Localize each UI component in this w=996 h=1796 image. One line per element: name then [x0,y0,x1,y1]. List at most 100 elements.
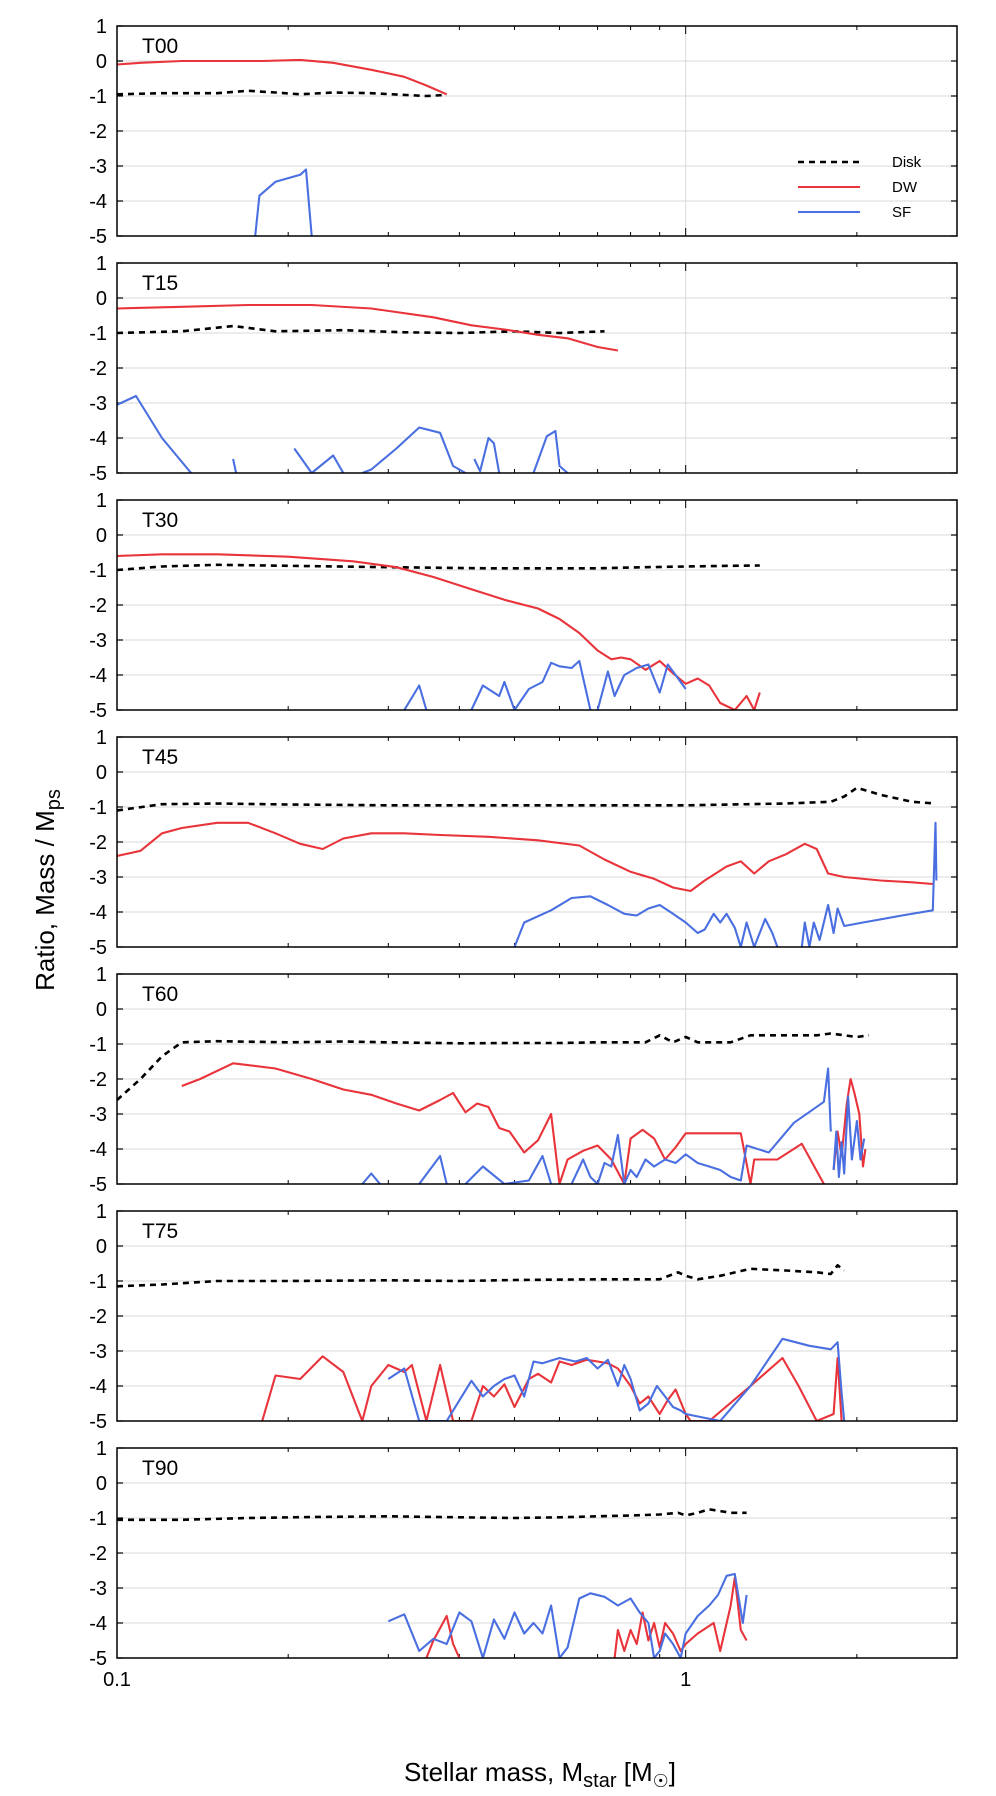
legend-label-sf: SF [892,204,911,221]
y-axis-title-subscript: ps [43,789,65,810]
y-tick-label: -3 [89,156,107,178]
panel-label: T30 [142,509,178,532]
series-line-sf [254,168,313,236]
series-line-dw [117,303,619,352]
x-tick-label: 1 [680,1669,691,1691]
panel-label: T75 [142,1220,178,1243]
panel-series-group [117,1508,748,1658]
series-line-sf [464,1154,553,1184]
y-tick-label: -2 [89,1069,107,1091]
y-tick-label: -2 [89,595,107,617]
panel-t75: 1 0 -1 -2 -3 -4 -5 T75 [89,1201,958,1433]
panel-frame [116,1210,958,1422]
y-tick-label: -1 [89,323,107,345]
y-tick-label: -4 [89,1139,107,1161]
y-tick-label: -5 [89,1174,107,1196]
x-axis-title-subscript: star [583,1770,617,1792]
series-line-disk [117,89,447,98]
y-tick-label: -2 [89,832,107,854]
panel-frame [116,973,958,1185]
panel-frame [116,25,958,237]
y-tick-label: -3 [89,1341,107,1363]
panel-label: T00 [142,35,178,58]
series-line-sf [361,426,467,473]
panel-frame [116,499,958,711]
y-tick-label: -5 [89,226,107,248]
series-line-sf [117,394,192,473]
y-tick-label: 0 [96,999,107,1021]
y-tick-label: -5 [89,1648,107,1670]
y-tick-label: -3 [89,1578,107,1600]
series-line-sf [470,659,592,710]
panel-t90: 1 0 -1 -2 -3 -4 -5 T90 0.1 1 [89,1438,958,1691]
panel-series-group [117,303,619,473]
series-line-dw [117,553,761,710]
x-axis-title-unit: [M [624,1757,653,1787]
series-line-dw [613,1576,748,1658]
y-tick-label: -4 [89,1376,107,1398]
y-tick-label: -2 [89,1543,107,1565]
series-line-dw [117,821,933,893]
y-tick-label: -2 [89,1306,107,1328]
series-line-sf [361,1172,381,1184]
y-tick-label: -4 [89,191,107,213]
chart-panels: 1 0 -1 -2 -3 -4 -5 T00 Disk DW SF 1 0 -1 -2 -3 -4 -5 T15 1 0… [89,16,958,1691]
panel-frame [116,262,958,474]
y-tick-label: -2 [89,358,107,380]
series-line-sf [532,429,569,473]
y-tick-label: -4 [89,428,107,450]
y-axis-title: Ratio, Mass / Mps [30,789,65,991]
y-tick-label: -1 [89,1034,107,1056]
series-line-sf [293,447,345,473]
y-tick-label: 0 [96,1236,107,1258]
x-axis-title-unit-subscript: ☉ [653,1771,669,1791]
panel-frame [116,736,958,948]
y-tick-label: 0 [96,51,107,73]
series-line-disk [117,1264,846,1288]
series-line-dw [117,58,448,96]
series-line-disk [117,563,760,572]
y-tick-label: -2 [89,121,107,143]
series-line-disk [117,1032,870,1101]
y-tick-label: 0 [96,1473,107,1495]
y-tick-label: 1 [96,964,107,986]
series-line-dw [181,1062,825,1184]
panel-t30: 1 0 -1 -2 -3 -4 -5 T30 [89,490,958,722]
y-tick-label: 0 [96,762,107,784]
series-line-disk [117,786,936,812]
x-axis-title: Stellar mass, Mstar [M☉] [404,1757,676,1792]
panel-label: T60 [142,983,178,1006]
panel-series-group [117,58,448,236]
y-tick-label: -3 [89,630,107,652]
y-tick-label: -5 [89,700,107,722]
y-tick-label: -3 [89,1104,107,1126]
y-tick-label: 1 [96,727,107,749]
panel-series-group [117,553,761,710]
y-tick-label: 0 [96,288,107,310]
series-line-sf [232,458,238,473]
y-tick-label: -1 [89,1508,107,1530]
x-axis-title-unit-close: ] [669,1757,676,1787]
series-line-dw [425,1614,461,1658]
series-line-sf [832,1095,866,1179]
legend-label-dw: DW [892,179,918,196]
panel-label: T90 [142,1457,178,1480]
legend-label-disk: Disk [892,154,922,171]
panel-series-group [117,786,938,947]
panel-series-group [117,1264,846,1421]
y-tick-label: -4 [89,902,107,924]
y-tick-label: -5 [89,463,107,485]
series-line-sf [387,1572,748,1658]
y-tick-label: 1 [96,490,107,512]
y-tick-label: -4 [89,665,107,687]
panel-t60: 1 0 -1 -2 -3 -4 -5 T60 [89,964,958,1196]
y-axis-title-main: Ratio, Mass / M [30,810,60,991]
y-tick-label: -1 [89,86,107,108]
panel-t45: 1 0 -1 -2 -3 -4 -5 T45 [89,727,958,959]
series-line-sf [570,1067,832,1184]
series-line-sf [403,684,428,710]
series-line-sf [513,895,779,947]
y-tick-label: -1 [89,797,107,819]
series-line-disk [117,324,605,335]
